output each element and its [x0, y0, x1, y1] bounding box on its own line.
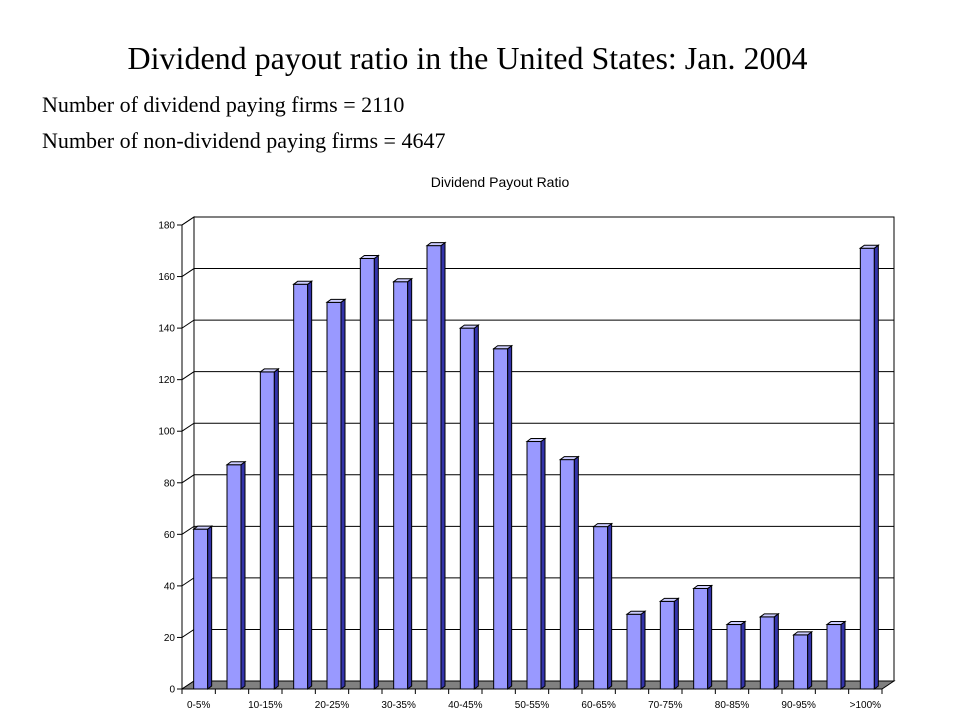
x-tick-label: 90-95%	[781, 700, 816, 711]
gridline	[181, 474, 894, 484]
y-tick-label: 20	[164, 633, 176, 644]
gridline	[181, 525, 894, 535]
y-tick-label: 120	[158, 375, 175, 386]
y-tick-label: 160	[158, 272, 175, 283]
bar	[192, 525, 214, 690]
x-tick-label: 20-25%	[315, 700, 350, 711]
bar	[458, 324, 480, 690]
bar	[725, 620, 747, 690]
bar	[225, 460, 247, 690]
slide-title: Dividend payout ratio in the United Stat…	[127, 40, 808, 76]
bar	[792, 630, 814, 690]
gridline	[181, 268, 894, 277]
x-tick-label: 30-35%	[381, 700, 416, 711]
y-tick-label: 180	[158, 221, 175, 232]
bar	[492, 344, 514, 690]
bar	[825, 620, 847, 690]
gridline	[181, 422, 894, 432]
x-tick-label: 40-45%	[448, 700, 483, 711]
y-tick-label: 60	[164, 530, 176, 541]
gridline	[181, 371, 894, 381]
bar	[358, 254, 380, 690]
y-tick-label: 140	[158, 324, 175, 335]
axes: 0 20 40 60 80 100 120 140 160 180 0-5% 10-15% 20-25%…	[158, 221, 883, 711]
bar	[558, 455, 580, 690]
x-tick-label: 60-65%	[581, 700, 616, 711]
gridline	[181, 319, 894, 329]
bar	[292, 280, 314, 690]
bar	[858, 244, 880, 690]
bar	[258, 367, 280, 690]
x-tick-label: 80-85%	[715, 700, 750, 711]
y-tick-label: 40	[164, 581, 176, 592]
y-tick-label: 0	[169, 685, 175, 696]
bar	[758, 612, 780, 690]
bar	[592, 522, 614, 690]
x-tick-label: 0-5%	[187, 700, 210, 711]
bar	[658, 597, 680, 690]
chart-title: Dividend Payout Ratio	[431, 174, 570, 190]
x-tick-label: 10-15%	[248, 700, 283, 711]
x-tick-label: >100%	[850, 700, 882, 711]
bar	[692, 584, 714, 690]
plot-left-wall	[181, 216, 195, 690]
gridline	[181, 216, 894, 226]
bars	[192, 241, 880, 690]
bar	[525, 437, 547, 690]
x-tick-label: 50-55%	[515, 700, 550, 711]
bar	[392, 277, 414, 690]
y-tick-label: 100	[158, 427, 175, 438]
dividend-paying-firms-count: Number of dividend paying firms = 2110	[42, 92, 405, 117]
y-tick-label: 80	[164, 478, 176, 489]
bar	[625, 610, 647, 690]
non-dividend-paying-firms-count: Number of non-dividend paying firms = 46…	[42, 128, 446, 153]
bar	[325, 298, 347, 690]
bar	[425, 241, 447, 690]
x-tick-label: 70-75%	[648, 700, 683, 711]
